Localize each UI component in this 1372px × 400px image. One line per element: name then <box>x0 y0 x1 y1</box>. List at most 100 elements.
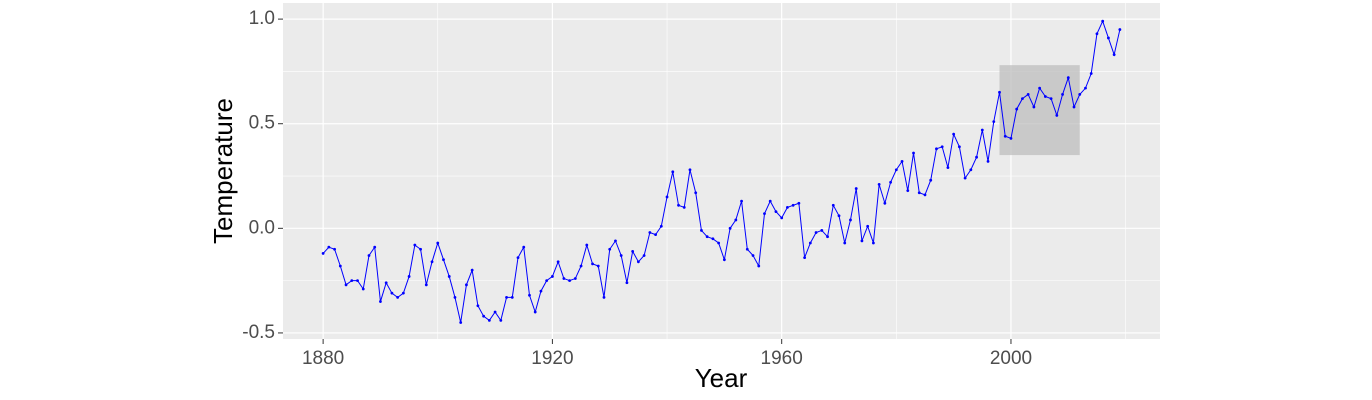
data-point <box>510 295 514 299</box>
data-point <box>591 262 594 266</box>
highlight-region <box>999 65 1080 156</box>
data-point <box>969 168 973 172</box>
data-point <box>556 260 560 264</box>
data-point <box>539 289 543 293</box>
data-point <box>797 201 801 205</box>
data-point <box>677 203 680 207</box>
data-point <box>992 120 996 124</box>
data-point <box>1021 97 1024 101</box>
data-point <box>522 245 526 249</box>
data-point <box>665 195 669 199</box>
data-point <box>912 151 915 155</box>
data-point <box>545 279 549 283</box>
data-point <box>860 239 864 243</box>
data-point <box>379 300 382 303</box>
data-point <box>338 264 342 268</box>
data-point <box>1112 53 1116 57</box>
x-axis-title: Year <box>695 363 748 393</box>
data-point <box>1078 93 1082 96</box>
data-point <box>551 275 554 278</box>
data-point <box>505 295 508 299</box>
data-point <box>648 231 652 234</box>
x-tick-label: 1880 <box>302 348 344 369</box>
data-point <box>1095 32 1099 36</box>
data-point <box>642 254 646 257</box>
data-point <box>533 310 537 314</box>
data-point <box>407 275 411 278</box>
data-point <box>952 132 956 136</box>
data-point <box>499 318 503 322</box>
data-point <box>327 245 331 249</box>
data-point <box>1032 105 1036 109</box>
data-point <box>596 264 600 268</box>
data-point <box>728 226 732 230</box>
data-point <box>361 287 365 291</box>
data-point <box>975 155 978 159</box>
data-point <box>883 201 887 205</box>
data-point <box>705 235 709 239</box>
data-point <box>711 237 715 241</box>
y-tick-label: 0.0 <box>249 217 275 238</box>
data-point <box>791 203 795 207</box>
data-point <box>894 168 898 172</box>
data-point <box>465 283 468 287</box>
data-point <box>470 268 474 272</box>
data-point <box>1084 86 1087 90</box>
data-point <box>700 229 703 232</box>
data-point <box>917 191 921 195</box>
data-point <box>562 277 566 280</box>
data-point <box>946 166 950 170</box>
data-point <box>373 245 377 249</box>
y-tick-label: 1.0 <box>249 8 275 29</box>
data-point <box>734 218 738 222</box>
data-point <box>654 233 657 237</box>
data-point <box>1038 86 1042 90</box>
data-line <box>322 19 1121 323</box>
data-point <box>849 218 852 222</box>
data-point <box>957 145 961 149</box>
plot-panel <box>283 3 1160 339</box>
data-point <box>780 216 784 220</box>
data-point <box>717 241 721 245</box>
data-point <box>1015 107 1019 111</box>
data-point <box>350 279 354 283</box>
data-point <box>1066 76 1070 80</box>
data-point <box>722 258 726 262</box>
data-point <box>877 182 881 186</box>
data-point <box>831 203 835 207</box>
data-point <box>631 249 635 253</box>
data-point <box>940 145 944 149</box>
data-point <box>476 304 480 308</box>
data-point <box>516 256 520 260</box>
data-point <box>333 247 336 251</box>
data-point <box>986 159 990 163</box>
data-point <box>774 210 778 213</box>
data-point <box>963 176 967 180</box>
data-point <box>808 241 812 245</box>
y-axis-title: Temperature <box>208 98 238 244</box>
data-point <box>482 314 486 318</box>
data-point <box>1026 93 1030 96</box>
data-point <box>740 199 743 203</box>
x-tick-label: 1920 <box>531 348 573 369</box>
data-point <box>573 277 577 280</box>
data-point <box>487 318 491 322</box>
data-point <box>837 214 841 218</box>
data-point <box>1101 19 1105 23</box>
data-point <box>493 310 497 314</box>
data-point <box>866 224 870 228</box>
data-point <box>401 291 405 295</box>
data-point <box>447 275 451 278</box>
data-point <box>980 128 984 132</box>
data-point <box>1089 72 1093 75</box>
data-point <box>671 170 675 174</box>
data-point <box>803 256 807 260</box>
data-point <box>356 279 359 283</box>
data-point <box>459 321 463 324</box>
data-point <box>430 260 434 264</box>
data-point <box>854 187 858 190</box>
data-point <box>682 206 686 209</box>
data-point <box>694 191 698 195</box>
